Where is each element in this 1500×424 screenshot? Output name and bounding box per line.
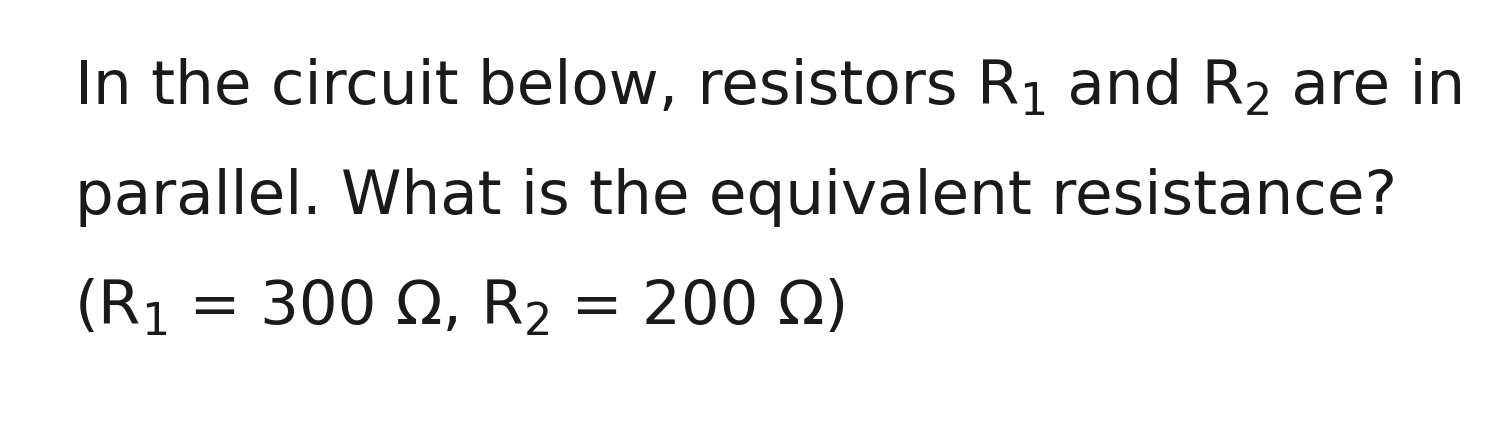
Text: = 200 Ω): = 200 Ω) bbox=[552, 278, 848, 337]
Text: and R: and R bbox=[1047, 58, 1244, 117]
Text: In the circuit below, resistors R: In the circuit below, resistors R bbox=[75, 58, 1020, 117]
Text: are in: are in bbox=[1272, 58, 1466, 117]
Text: (R: (R bbox=[75, 278, 141, 337]
Text: 1: 1 bbox=[1020, 81, 1047, 124]
Text: parallel. What is the equivalent resistance?: parallel. What is the equivalent resista… bbox=[75, 168, 1396, 227]
Text: 2: 2 bbox=[524, 301, 552, 344]
Text: 1: 1 bbox=[141, 301, 170, 344]
Text: 2: 2 bbox=[1244, 81, 1272, 124]
Text: = 300 Ω, R: = 300 Ω, R bbox=[170, 278, 524, 337]
